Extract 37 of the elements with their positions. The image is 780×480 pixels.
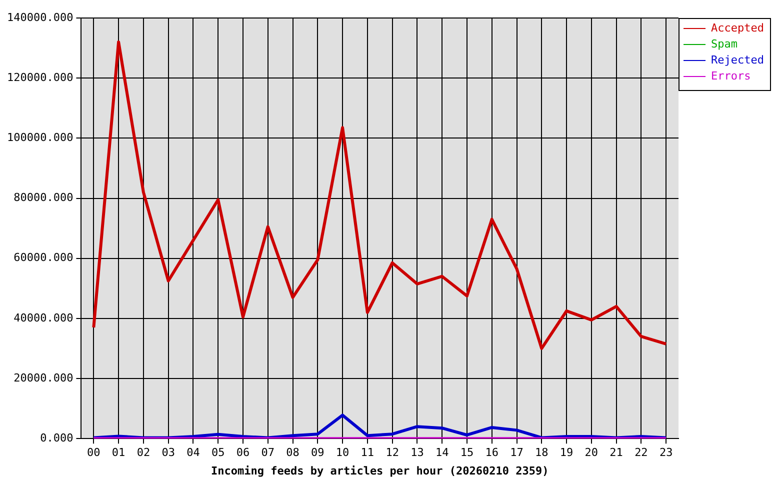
x-tick-label: 14 xyxy=(435,446,450,460)
x-tick-label: 20 xyxy=(584,446,598,460)
x-tick-label: 04 xyxy=(186,446,200,460)
y-tick-label: 100000.000 xyxy=(6,131,74,144)
x-tick-label: 18 xyxy=(535,446,548,460)
x-tick-label: 02 xyxy=(136,446,150,460)
legend-label: Spam xyxy=(711,37,738,50)
y-tick-label: 40000.000 xyxy=(14,311,74,324)
y-tick-label: 140000.000 xyxy=(6,10,74,24)
x-tick-label: 10 xyxy=(336,446,350,460)
x-tick-label: 13 xyxy=(410,446,424,460)
x-tick-label: 16 xyxy=(485,446,498,460)
x-tick-label: 23 xyxy=(659,446,673,460)
x-tick-label: 05 xyxy=(211,446,225,460)
x-tick-label: 21 xyxy=(610,446,623,460)
y-tick-label: 80000.000 xyxy=(14,191,74,204)
x-tick-label: 01 xyxy=(112,446,126,460)
x-tick-label: 19 xyxy=(560,446,574,460)
x-tick-label: 09 xyxy=(311,446,324,460)
x-tick-label: 15 xyxy=(460,446,474,460)
legend-label: Errors xyxy=(711,69,751,82)
x-axis-title: Incoming feeds by articles per hour (20260210 2359) xyxy=(210,464,549,478)
legend-label: Rejected xyxy=(711,53,764,66)
x-tick-label: 11 xyxy=(360,446,374,460)
y-tick-label: 60000.000 xyxy=(14,251,74,264)
x-tick-label: 00 xyxy=(87,446,100,460)
legend-label: Accepted xyxy=(711,21,764,34)
x-tick-label: 12 xyxy=(386,446,399,460)
x-tick-label: 07 xyxy=(261,446,275,460)
x-tick-label: 08 xyxy=(286,446,300,460)
x-tick-label: 06 xyxy=(236,446,250,460)
x-tick-label: 17 xyxy=(510,446,524,460)
x-tick-label: 03 xyxy=(162,446,175,460)
y-tick-label: 0.000 xyxy=(40,431,74,444)
y-tick-label: 120000.000 xyxy=(6,70,74,84)
y-tick-label: 20000.000 xyxy=(14,371,74,384)
x-tick-label: 22 xyxy=(634,446,648,460)
